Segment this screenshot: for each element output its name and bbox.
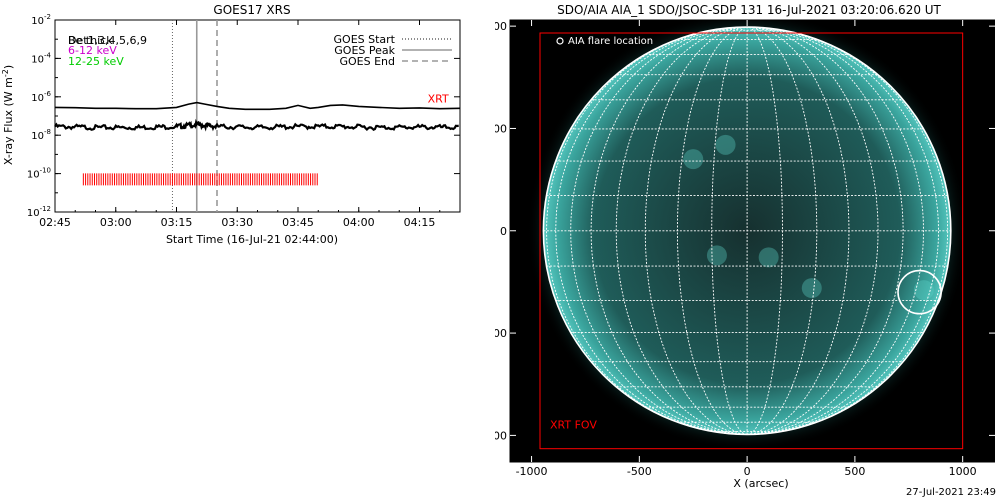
aia-xrt-fov-label: XRT FOV <box>550 419 597 432</box>
aia-flare-legend-label: AIA flare location <box>568 36 653 47</box>
aia-x-axis-label: X (arcsec) <box>733 477 788 490</box>
goes-plot-area: 02:45 03:00 03:15 03:30 03:45 04:00 04:15 10-2 1… <box>27 13 461 229</box>
aia-grid-meridian <box>570 26 748 435</box>
aia-x-tick-label: 500 <box>844 465 865 478</box>
goes-x-tick-label: 03:30 <box>221 216 253 229</box>
goes-y-tick-label: 10-2 <box>31 13 51 27</box>
goes-legend-label: GOES Peak <box>334 44 395 57</box>
goes-x-axis-label: Start Time (16-Jul-21 02:44:00) <box>166 233 338 246</box>
goes-energy-label-det: Det1,3,4,5,6,9 <box>68 34 147 47</box>
aia-image-panel: SDO/AIA AIA_1 SDO/JSOC-SDP 131 16-Jul-20… <box>495 3 995 490</box>
goes-x-tick-label: 03:45 <box>282 216 314 229</box>
goes-y-axis-label-exp: -2 <box>1 69 10 77</box>
aia-x-tick-label: -500 <box>627 465 652 478</box>
goes-legend-label: GOES Start <box>334 33 396 46</box>
goes-x-tick-label: 04:00 <box>343 216 375 229</box>
footer-timestamp: 27-Jul-2021 23:49 <box>905 487 996 498</box>
goes-xrs-chart: GOES17 XRS 02:45 03:00 03:15 03:30 03:45 04:0… <box>1 3 461 246</box>
goes-y-tick-label: 10-6 <box>31 90 51 104</box>
goes-series-long <box>54 101 461 111</box>
goes-x-tick-label: 02:45 <box>39 216 71 229</box>
goes-x-tick-label: 03:15 <box>161 216 193 229</box>
goes-annotation-xrt: XRT <box>428 93 449 106</box>
aia-active-region <box>706 245 727 266</box>
aia-y-tick-label: 1000 <box>495 20 507 33</box>
aia-x-tick-label: 0 <box>744 465 751 478</box>
aia-grid-meridian <box>590 26 748 435</box>
aia-x-tick-label: -1000 <box>516 465 548 478</box>
aia-active-region <box>801 278 822 299</box>
goes-y-tick-label: 10-10 <box>27 167 51 181</box>
aia-y-tick-label: 500 <box>495 122 507 135</box>
aia-active-region <box>715 134 736 155</box>
aia-plot-area: XRT FOV AIA flare location -1000 -500 0 500 10… <box>495 19 995 478</box>
aia-active-region <box>758 247 779 268</box>
goes-y-axis-label: X-ray Flux (W m-2) <box>1 65 15 165</box>
goes-y-tick-label: 10-8 <box>31 128 51 142</box>
aia-limb <box>542 26 952 436</box>
aia-disk-group <box>527 20 968 451</box>
goes-x-tick-label: 04:15 <box>404 216 436 229</box>
aia-grid-meridian <box>555 26 748 435</box>
aia-x-tick-label: 1000 <box>949 465 977 478</box>
goes-chart-title: GOES17 XRS <box>213 3 290 17</box>
aia-flare-legend-symbol <box>556 37 564 45</box>
aia-flare-marker <box>897 269 942 315</box>
aia-active-region <box>683 149 704 170</box>
aia-y-tick-label: -1000 <box>495 429 507 442</box>
goes-y-tick-label: 10-12 <box>27 205 51 219</box>
aia-title: SDO/AIA AIA_1 SDO/JSOC-SDP 131 16-Jul-20… <box>557 3 941 17</box>
goes-y-axis-label-close: ) <box>2 65 15 69</box>
goes-energy-label-be: Be thick <box>68 34 113 47</box>
goes-energy-label-6-12: 6-12 keV <box>68 44 117 57</box>
aia-y-tick-label: 0 <box>500 225 507 238</box>
aia-grid-meridian <box>747 26 879 435</box>
goes-y-axis-label-main: X-ray Flux (W m <box>2 77 15 165</box>
goes-legend-label: GOES End <box>339 55 395 68</box>
goes-x-tick-label: 03:00 <box>100 216 132 229</box>
aia-y-tick-label: -500 <box>495 327 507 340</box>
aia-xrt-fov-box <box>539 32 964 450</box>
goes-y-tick-label: 10-4 <box>31 51 51 65</box>
goes-series-short <box>54 118 460 132</box>
goes-energy-label-12-25: 12-25 keV <box>68 55 124 68</box>
aia-plot-frame <box>509 19 995 463</box>
aia-active-region <box>913 280 934 301</box>
